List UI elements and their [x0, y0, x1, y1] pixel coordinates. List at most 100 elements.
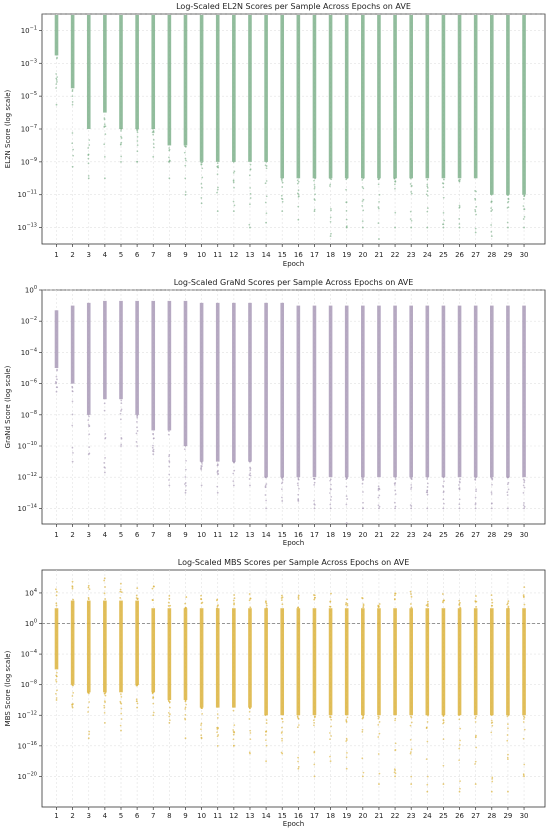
- score-point: [345, 767, 348, 770]
- score-point: [297, 478, 300, 481]
- score-point: [393, 177, 396, 180]
- score-point: [120, 437, 123, 440]
- score-point: [55, 697, 58, 699]
- x-tick-label: 18: [326, 251, 335, 259]
- score-point: [103, 177, 106, 180]
- score-point: [55, 73, 57, 75]
- epoch-column-19: [344, 598, 349, 770]
- score-point: [168, 473, 171, 476]
- score-point: [426, 721, 429, 723]
- score-point: [377, 496, 380, 499]
- y-tick-label: 10−4: [21, 347, 37, 357]
- epoch-column-30: [522, 15, 526, 229]
- score-point: [265, 719, 268, 722]
- epoch-column-9: [183, 596, 188, 740]
- score-point: [201, 161, 203, 164]
- score-point: [88, 691, 90, 694]
- score-point: [506, 206, 509, 209]
- y-tick-label: 10−10: [18, 441, 37, 451]
- score-band: [296, 15, 301, 179]
- score-point: [410, 593, 412, 595]
- epoch-column-18: [328, 305, 333, 510]
- score-point: [458, 759, 460, 762]
- epoch-column-24: [425, 15, 430, 229]
- score-point: [280, 197, 283, 200]
- epoch-column-16: [296, 305, 301, 502]
- score-point: [168, 715, 171, 718]
- score-point: [281, 177, 283, 180]
- score-point: [280, 717, 283, 720]
- score-point: [103, 123, 106, 126]
- score-point: [169, 713, 171, 715]
- x-tick-label: 13: [246, 531, 255, 539]
- epoch-column-10: [199, 594, 204, 740]
- score-point: [426, 183, 429, 186]
- x-tick-label: 18: [326, 812, 335, 820]
- score-point: [103, 143, 106, 146]
- score-point: [249, 168, 252, 171]
- score-point: [410, 606, 413, 609]
- score-point: [313, 210, 316, 213]
- score-band: [135, 300, 139, 415]
- score-point: [72, 148, 74, 151]
- score-point: [232, 472, 235, 475]
- score-point: [362, 716, 365, 719]
- score-point: [426, 603, 429, 606]
- epoch-column-5: [119, 15, 123, 163]
- score-point: [426, 600, 429, 603]
- score-point: [216, 191, 218, 194]
- score-point: [55, 602, 58, 605]
- score-point: [71, 88, 74, 91]
- score-point: [280, 476, 283, 479]
- score-point: [345, 209, 348, 212]
- score-point: [475, 205, 478, 208]
- score-band: [183, 300, 188, 446]
- score-point: [378, 487, 380, 490]
- score-point: [426, 207, 429, 209]
- score-band: [457, 305, 462, 478]
- score-band: [215, 15, 220, 162]
- epoch-column-25: [441, 593, 446, 785]
- score-point: [56, 57, 58, 60]
- score-point: [248, 174, 251, 177]
- score-point: [410, 783, 413, 785]
- score-point: [232, 729, 235, 731]
- score-point: [458, 503, 461, 506]
- score-point: [71, 90, 74, 92]
- score-point: [394, 749, 396, 751]
- score-point: [427, 482, 429, 485]
- score-point: [361, 728, 364, 731]
- score-point: [330, 495, 333, 498]
- score-band: [232, 608, 236, 708]
- score-point: [87, 711, 89, 713]
- score-point: [184, 177, 187, 180]
- score-point: [409, 504, 412, 506]
- score-point: [507, 481, 510, 484]
- score-point: [522, 205, 525, 207]
- score-point: [409, 218, 412, 220]
- score-point: [71, 580, 74, 583]
- score-point: [394, 493, 397, 495]
- score-point: [410, 603, 412, 605]
- score-point: [72, 452, 74, 454]
- score-point: [297, 724, 300, 726]
- y-tick-label: 10−13: [18, 223, 37, 233]
- score-point: [119, 590, 122, 593]
- score-point: [394, 226, 396, 229]
- score-point: [168, 594, 171, 597]
- score-band: [457, 15, 462, 179]
- score-point: [281, 181, 284, 184]
- score-point: [136, 150, 139, 153]
- score-point: [249, 472, 252, 475]
- score-point: [345, 737, 348, 740]
- score-point: [345, 721, 348, 723]
- score-point: [297, 205, 300, 208]
- score-band: [425, 608, 430, 716]
- x-tick-label: 19: [342, 251, 351, 259]
- score-point: [265, 212, 268, 215]
- score-band: [215, 608, 220, 708]
- score-point: [330, 735, 332, 737]
- score-point: [200, 728, 202, 731]
- score-band: [264, 302, 268, 478]
